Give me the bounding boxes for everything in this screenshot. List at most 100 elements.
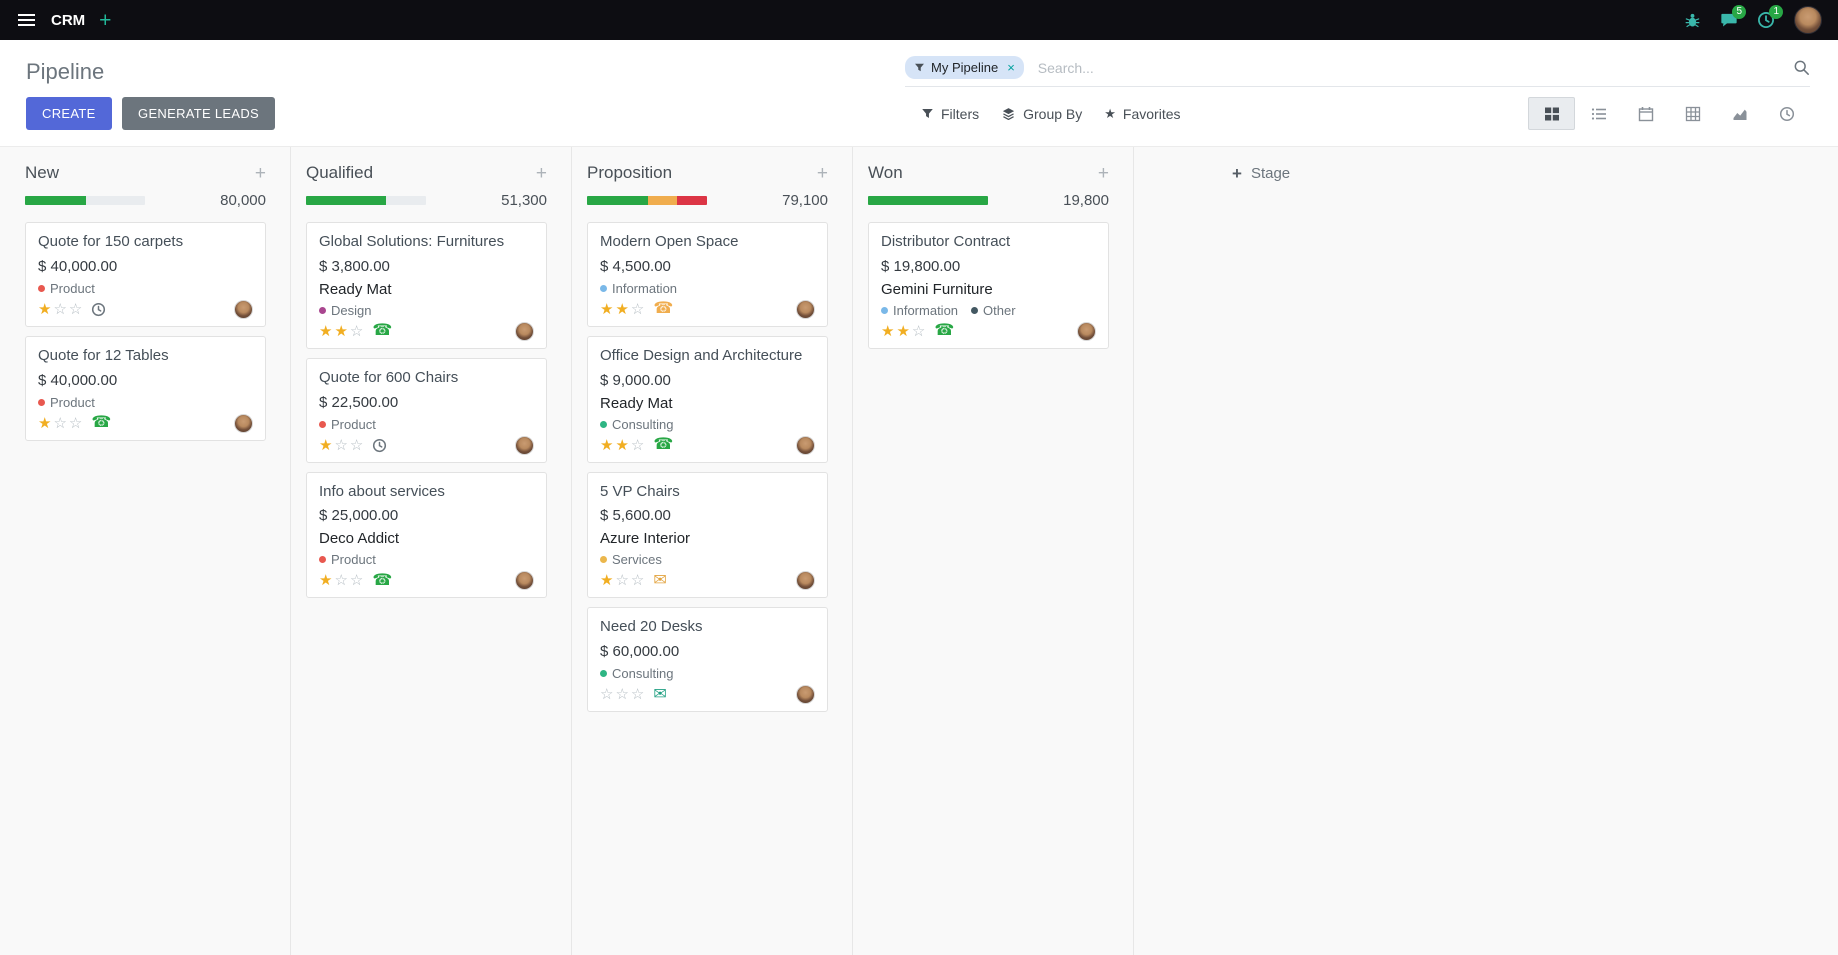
star-icon[interactable]: ☆	[53, 300, 67, 318]
star-icon[interactable]: ★	[319, 436, 333, 454]
group-by-button[interactable]: Group By	[1001, 106, 1082, 122]
star-icon[interactable]: ☆	[349, 436, 364, 454]
priority-stars[interactable]: ★ ☆ ☆	[319, 573, 363, 588]
activities-icon[interactable]: 1	[1757, 5, 1783, 29]
search-icon[interactable]	[1793, 59, 1810, 76]
star-icon[interactable]: ☆	[334, 436, 348, 454]
filter-funnel-icon	[921, 107, 934, 120]
star-icon[interactable]: ★	[319, 572, 333, 590]
progress-segment[interactable]	[306, 196, 387, 205]
clock-icon[interactable]	[372, 438, 387, 453]
priority-stars[interactable]: ★ ★ ☆	[319, 324, 363, 339]
star-icon[interactable]: ☆	[630, 686, 645, 703]
control-panel: Pipeline My Pipeline × CREATE GENERATE L…	[0, 40, 1838, 146]
calendar-view-button[interactable]	[1622, 97, 1669, 130]
clock-icon[interactable]	[91, 302, 106, 317]
apps-menu-icon[interactable]	[16, 10, 37, 30]
add-stage-button[interactable]: + Stage	[1232, 165, 1290, 182]
filters-button[interactable]: Filters	[921, 106, 979, 122]
generate-leads-button[interactable]: GENERATE LEADS	[122, 97, 276, 130]
star-icon[interactable]: ★	[896, 322, 910, 340]
kanban-card[interactable]: Quote for 600 Chairs $ 22,500.00 Product…	[306, 357, 547, 463]
star-icon[interactable]: ★	[600, 572, 614, 590]
stage-progressbar[interactable]	[25, 196, 145, 205]
search-input[interactable]	[1035, 58, 1793, 77]
messages-icon[interactable]: 5	[1720, 5, 1746, 29]
stage-progressbar[interactable]	[868, 196, 988, 205]
star-icon[interactable]: ★	[319, 322, 333, 340]
phone-icon[interactable]: ☎	[653, 436, 674, 453]
kanban-card[interactable]: Global Solutions: Furnitures $ 3,800.00 …	[306, 222, 547, 349]
star-icon[interactable]: ☆	[615, 572, 629, 590]
quick-add-icon[interactable]: +	[1097, 162, 1109, 184]
progress-segment[interactable]	[587, 196, 649, 205]
remove-facet-icon[interactable]: ×	[1007, 60, 1015, 75]
priority-stars[interactable]: ★ ★ ☆	[600, 302, 644, 317]
star-icon[interactable]: ☆	[630, 436, 645, 454]
phone-icon[interactable]: ☎	[653, 300, 674, 318]
priority-stars[interactable]: ★ ☆ ☆	[319, 438, 363, 453]
star-icon[interactable]: ☆	[600, 686, 614, 703]
phone-icon[interactable]: ☎	[91, 414, 112, 431]
priority-stars[interactable]: ★ ☆ ☆	[38, 416, 82, 431]
graph-view-button[interactable]	[1716, 97, 1763, 130]
progress-segment[interactable]	[676, 196, 707, 205]
stage-progressbar[interactable]	[587, 196, 707, 205]
priority-stars[interactable]: ★ ☆ ☆	[600, 573, 644, 588]
list-view-button[interactable]	[1575, 97, 1622, 130]
star-icon[interactable]: ★	[881, 322, 895, 340]
quick-add-icon[interactable]: +	[816, 162, 828, 184]
star-icon[interactable]: ☆	[349, 322, 364, 340]
envelope-icon[interactable]: ✉	[653, 685, 667, 703]
kanban-card[interactable]: Modern Open Space $ 4,500.00 Information…	[587, 222, 828, 327]
priority-stars[interactable]: ★ ★ ☆	[600, 438, 644, 453]
star-icon[interactable]: ☆	[630, 572, 645, 590]
star-icon[interactable]: ★	[334, 322, 348, 340]
star-icon[interactable]: ★	[600, 300, 614, 318]
add-icon[interactable]: +	[99, 8, 112, 32]
phone-icon[interactable]: ☎	[372, 322, 393, 340]
kanban-card[interactable]: Distributor Contract $ 19,800.00 Gemini …	[868, 222, 1109, 349]
star-icon[interactable]: ☆	[68, 300, 83, 318]
stage-progressbar[interactable]	[306, 196, 426, 205]
priority-stars[interactable]: ★ ★ ☆	[881, 324, 925, 339]
card-title: Need 20 Desks	[600, 618, 703, 636]
star-icon[interactable]: ★	[615, 300, 629, 318]
star-icon[interactable]: ☆	[615, 686, 629, 703]
priority-stars[interactable]: ★ ☆ ☆	[38, 302, 82, 317]
kanban-card[interactable]: Office Design and Architecture $ 9,000.0…	[587, 335, 828, 463]
kanban-card[interactable]: 5 VP Chairs $ 5,600.00 Azure Interior Se…	[587, 471, 828, 599]
bug-icon[interactable]	[1684, 12, 1701, 29]
star-icon[interactable]: ☆	[630, 300, 645, 318]
activity-view-button[interactable]	[1763, 97, 1810, 130]
search-facet-my-pipeline[interactable]: My Pipeline ×	[905, 56, 1024, 79]
user-avatar[interactable]	[1794, 6, 1822, 34]
quick-add-icon[interactable]: +	[535, 162, 547, 184]
kanban-card[interactable]: Quote for 12 Tables $ 40,000.00 Product …	[25, 335, 266, 441]
star-icon[interactable]: ☆	[911, 322, 926, 340]
progress-segment[interactable]	[868, 196, 988, 205]
create-button[interactable]: CREATE	[26, 97, 112, 130]
star-icon[interactable]: ☆	[53, 414, 67, 432]
star-icon[interactable]: ☆	[68, 414, 83, 432]
star-icon[interactable]: ★	[600, 436, 614, 454]
star-icon[interactable]: ★	[615, 436, 629, 454]
progress-segment[interactable]	[648, 196, 677, 205]
star-icon[interactable]: ☆	[349, 572, 364, 590]
favorites-button[interactable]: ★ Favorites	[1104, 106, 1180, 122]
priority-stars[interactable]: ☆ ☆ ☆	[600, 687, 644, 702]
pivot-view-button[interactable]	[1669, 97, 1716, 130]
star-icon[interactable]: ★	[38, 300, 52, 318]
progress-segment[interactable]	[25, 196, 87, 205]
kanban-card[interactable]: Quote for 150 carpets $ 40,000.00 Produc…	[25, 222, 266, 327]
envelope-icon[interactable]: ✉	[653, 571, 667, 589]
kanban-card[interactable]: Info about services $ 25,000.00 Deco Add…	[306, 471, 547, 599]
star-icon[interactable]: ☆	[334, 572, 348, 590]
kanban-view-button[interactable]	[1528, 97, 1575, 130]
app-name[interactable]: CRM	[51, 11, 86, 29]
kanban-card[interactable]: Need 20 Desks $ 60,000.00 Consulting ☆ ☆ ☆…	[587, 607, 828, 712]
phone-icon[interactable]: ☎	[372, 571, 393, 589]
quick-add-icon[interactable]: +	[254, 162, 266, 184]
phone-icon[interactable]: ☎	[934, 322, 955, 340]
star-icon[interactable]: ★	[38, 414, 52, 432]
